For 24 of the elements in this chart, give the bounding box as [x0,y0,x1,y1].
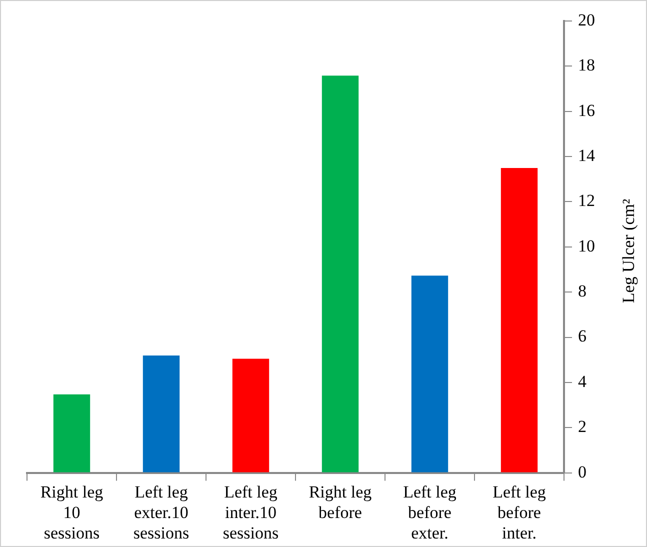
bar [53,394,90,472]
y-tick-label: 6 [578,326,586,346]
bar [142,356,180,472]
y-tick-label: 12 [578,191,595,210]
x-tick-label: Right leg before [308,482,372,522]
y-tick-label: 16 [578,100,595,120]
y-tick-label: 14 [578,146,596,166]
x-tick-label: Left leg exter.10 sessions [133,482,190,542]
bar [322,76,359,472]
bar [411,276,448,472]
y-tick-label: 20 [578,10,595,30]
y-tick-label: 8 [578,282,586,301]
x-tick-label: Left leg inter.10 sessions [222,482,279,542]
bar [500,168,538,472]
y-axis-title: Leg Ulcer (cm² [619,198,639,304]
y-tick-label: 10 [578,236,595,256]
y-tick-label: 18 [578,56,595,75]
y-tick-label: 2 [578,417,586,436]
y-tick-label: 0 [578,462,586,482]
x-tick-label: Left leg before inter. [492,482,546,542]
x-tick-label: Left leg before exter. [403,482,457,542]
y-tick-label: 4 [578,372,587,391]
x-tick-label: Right leg 10 sessions [40,482,104,542]
bar [232,358,270,472]
